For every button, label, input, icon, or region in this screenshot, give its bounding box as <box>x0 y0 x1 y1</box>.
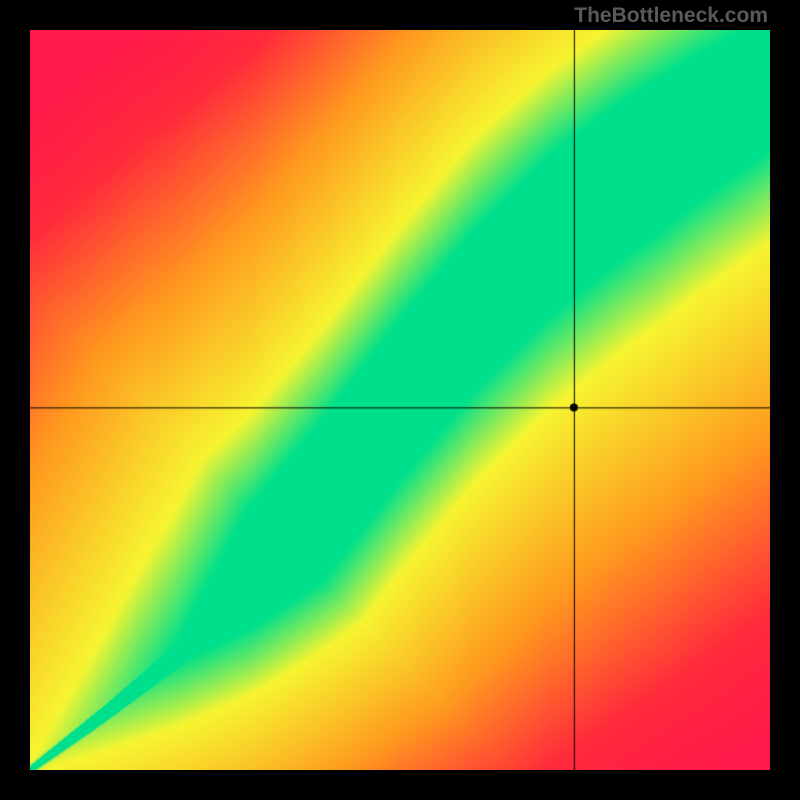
watermark-text: TheBottleneck.com <box>574 4 768 28</box>
bottleneck-heatmap <box>30 30 770 770</box>
chart-container: TheBottleneck.com <box>0 0 800 800</box>
